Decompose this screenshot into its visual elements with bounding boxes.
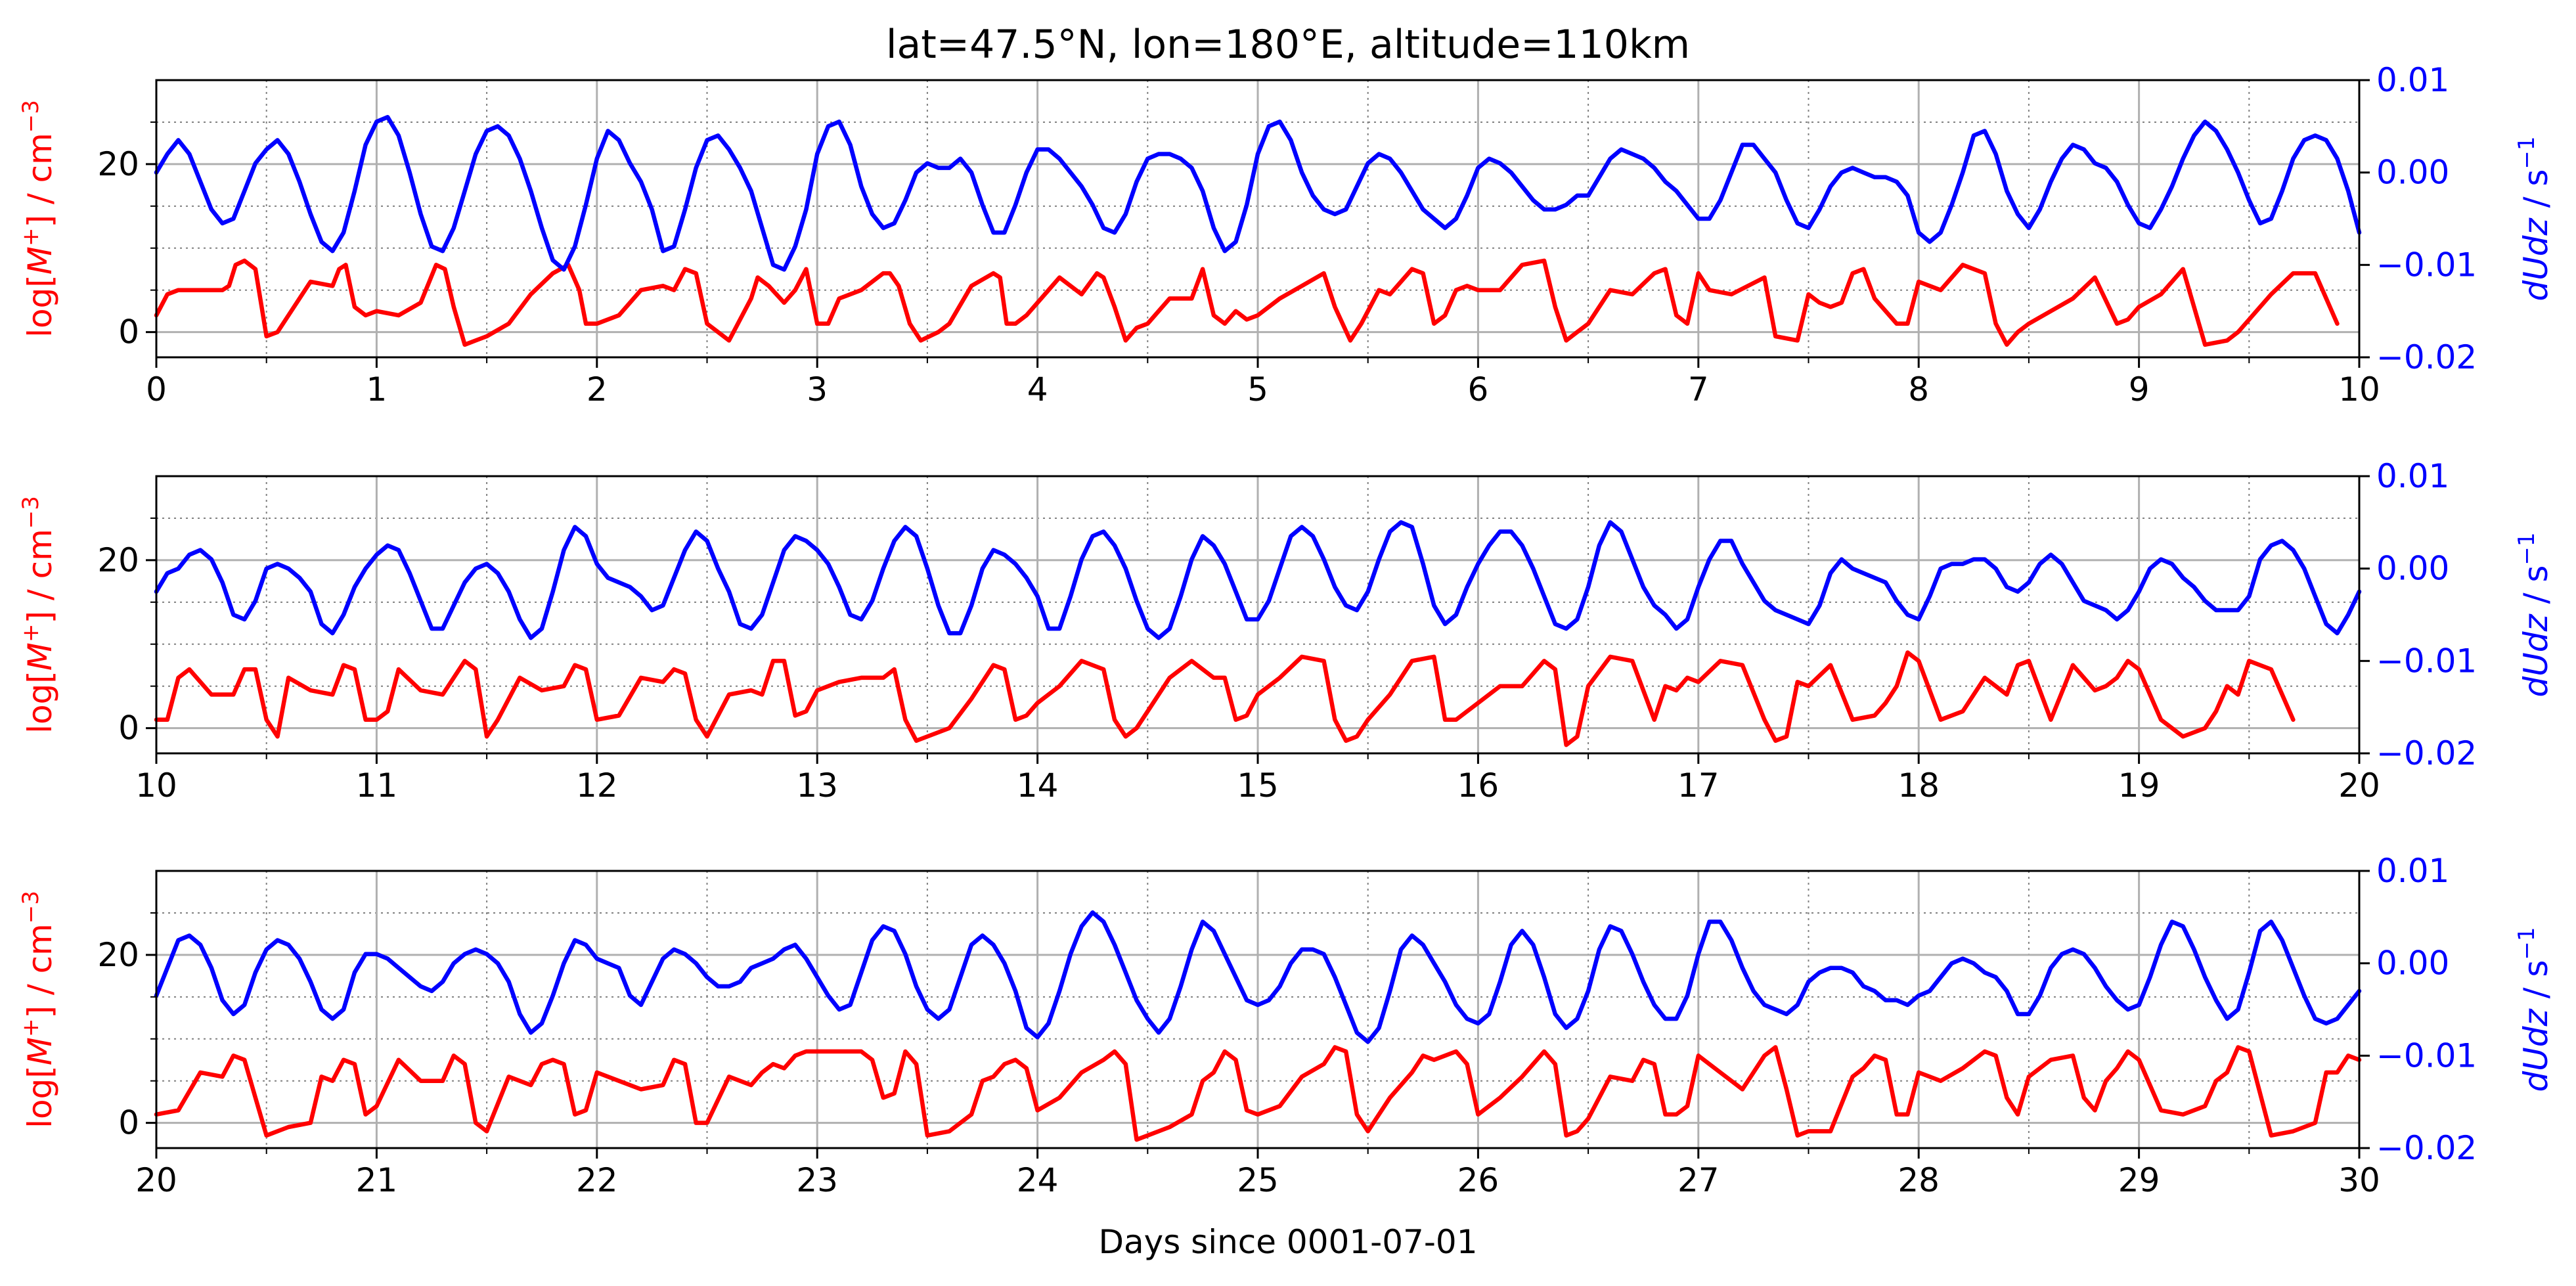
x-ticks: 20 21 22 23 24 25 26 27 28 29 30 xyxy=(135,1148,2380,1199)
x-tick-label: 19 xyxy=(2118,766,2160,805)
x-tick-label: 6 xyxy=(1467,370,1488,409)
right-y-tick-label: 0.01 xyxy=(2376,852,2449,890)
panel-3: 20 21 22 23 24 25 26 27 28 29 30 0 20 −0.02 −0.01 0.00 0… xyxy=(18,852,2555,1199)
left-y-axis-label: log[M+] / cm−3 xyxy=(18,496,59,734)
x-tick-label: 28 xyxy=(1898,1161,1940,1199)
right-y-tick-label: 0.00 xyxy=(2376,154,2449,192)
x-tick-label: 24 xyxy=(1017,1161,1059,1199)
x-ticks: 0 1 2 3 4 5 6 7 8 9 10 xyxy=(146,357,2380,409)
x-ticks: 10 11 12 13 14 15 16 17 18 19 20 xyxy=(135,753,2380,805)
x-tick-label: 22 xyxy=(576,1161,618,1199)
right-y-ticks: −0.02 −0.01 0.00 0.01 xyxy=(2359,852,2477,1167)
left-y-tick-label: 20 xyxy=(97,145,139,183)
x-tick-label: 10 xyxy=(135,766,177,805)
right-y-tick-label: 0.00 xyxy=(2376,944,2449,983)
right-y-axis-label: dUdz / s−1 xyxy=(2514,532,2555,697)
x-tick-label: 25 xyxy=(1237,1161,1279,1199)
right-y-tick-label: 0.01 xyxy=(2376,61,2449,99)
x-tick-label: 1 xyxy=(366,370,387,409)
x-tick-label: 12 xyxy=(576,766,618,805)
x-tick-label: 10 xyxy=(2338,370,2380,409)
x-tick-label: 23 xyxy=(796,1161,838,1199)
right-y-ticks: −0.02 −0.01 0.00 0.01 xyxy=(2359,61,2477,376)
x-tick-label: 0 xyxy=(146,370,167,409)
x-tick-label: 29 xyxy=(2118,1161,2160,1199)
series-line-log-m xyxy=(154,258,2340,347)
x-tick-label: 4 xyxy=(1027,370,1048,409)
right-y-axis-label: dUdz / s−1 xyxy=(2514,136,2555,301)
x-tick-label: 16 xyxy=(1457,766,1499,805)
left-y-ticks: 0 20 xyxy=(97,121,156,351)
x-tick-label: 30 xyxy=(2338,1161,2380,1199)
grid xyxy=(156,871,2359,1148)
x-tick-label: 8 xyxy=(1908,370,1929,409)
right-y-tick-label: −0.02 xyxy=(2376,338,2477,376)
left-y-tick-label: 20 xyxy=(97,936,139,974)
right-y-axis-label: dUdz / s−1 xyxy=(2514,927,2555,1092)
series-line-log-m xyxy=(154,650,2296,747)
x-tick-label: 3 xyxy=(807,370,828,409)
x-tick-label: 5 xyxy=(1247,370,1268,409)
x-tick-label: 14 xyxy=(1017,766,1059,805)
left-y-tick-label: 0 xyxy=(118,709,139,747)
x-tick-label: 20 xyxy=(2338,766,2380,805)
x-tick-label: 15 xyxy=(1237,766,1279,805)
right-y-ticks: −0.02 −0.01 0.00 0.01 xyxy=(2359,457,2477,772)
x-axis-label: Days since 0001-07-01 xyxy=(1098,1223,1477,1261)
x-tick-label: 26 xyxy=(1457,1161,1499,1199)
left-y-tick-label: 0 xyxy=(118,313,139,351)
x-tick-label: 2 xyxy=(587,370,608,409)
x-tick-label: 13 xyxy=(796,766,838,805)
right-y-tick-label: −0.01 xyxy=(2376,246,2477,284)
left-y-axis-label: log[M+] / cm−3 xyxy=(18,100,59,338)
x-tick-label: 17 xyxy=(1677,766,1720,805)
right-y-tick-label: 0.01 xyxy=(2376,457,2449,495)
panel-2: 10 11 12 13 14 15 16 17 18 19 20020−0.02−0.010.000… xyxy=(18,457,2555,805)
x-tick-label: 20 xyxy=(135,1161,177,1199)
right-y-tick-label: 0.00 xyxy=(2376,550,2449,588)
right-y-tick-label: −0.02 xyxy=(2376,1129,2477,1167)
chart-title: lat=47.5°N, lon=180°E, altitude=110km xyxy=(886,22,1690,68)
series-line-dudz xyxy=(154,910,2362,1044)
x-tick-label: 18 xyxy=(1898,766,1940,805)
x-tick-label: 21 xyxy=(356,1161,398,1199)
x-tick-label: 11 xyxy=(356,766,398,805)
right-y-tick-label: −0.01 xyxy=(2376,642,2477,680)
x-tick-label: 27 xyxy=(1677,1161,1720,1199)
series-line-dudz xyxy=(154,520,2362,640)
left-y-tick-label: 20 xyxy=(97,541,139,579)
panels: 0 1 2 3 4 5 6 7 8 9 10020−0.02−0.010.000.01log[M+]… xyxy=(18,61,2555,1199)
series-line-log-m xyxy=(154,1045,2362,1142)
right-y-tick-label: −0.02 xyxy=(2376,734,2477,772)
left-y-ticks: 0 20 xyxy=(97,912,156,1142)
x-tick-label: 9 xyxy=(2129,370,2150,409)
left-y-ticks: 0 20 xyxy=(97,517,156,747)
left-y-tick-label: 0 xyxy=(118,1104,139,1142)
right-y-tick-label: −0.01 xyxy=(2376,1036,2477,1075)
series-line-dudz xyxy=(154,115,2362,272)
x-tick-label: 7 xyxy=(1688,370,1709,409)
grid xyxy=(156,476,2359,753)
panel-1: 0 1 2 3 4 5 6 7 8 9 10 0 20 −0.02 −0.01 0.00 0.01 log[M+]… xyxy=(18,61,2555,409)
left-y-axis-label: log[M+] / cm−3 xyxy=(18,891,59,1128)
